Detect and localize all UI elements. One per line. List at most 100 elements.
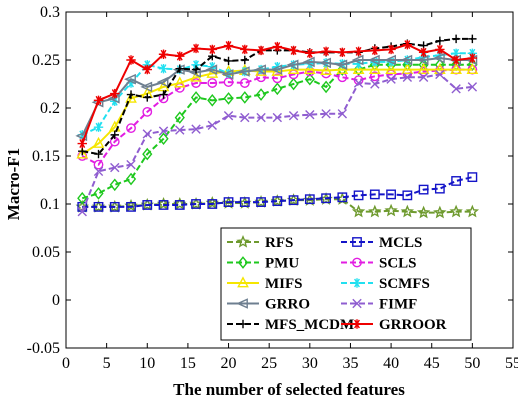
data-point [416,54,429,66]
data-point [435,44,445,55]
data-point [418,47,429,58]
data-point [93,122,104,132]
data-point [353,63,364,76]
data-point [158,200,169,210]
data-point [256,112,266,123]
data-point [272,41,283,52]
data-point [272,73,283,84]
y-tick-label: -0.05 [27,340,60,357]
data-point [400,204,415,218]
data-point [401,62,414,75]
data-point [385,62,397,75]
legend-marker [237,256,249,269]
data-point [255,88,267,101]
legend-label: MCLS [379,235,422,251]
data-point [369,71,380,82]
legend-item-rfs: RFS [227,234,293,251]
data-point [77,206,87,217]
data-point [223,110,234,121]
x-tick-label: 0 [62,355,70,372]
data-point [175,64,184,73]
data-point [270,64,283,75]
data-point [254,64,266,75]
data-point [368,62,381,75]
data-point [465,204,480,218]
legend-marker [352,319,362,329]
data-point [173,76,186,88]
series-line [82,176,473,208]
data-point [353,59,364,69]
data-point [417,62,430,75]
data-point [126,201,136,212]
data-point [191,78,201,88]
y-axis-label: Macro-F1 [4,148,23,220]
data-point [449,204,463,218]
data-point [304,72,315,86]
y-tick-label: 0.25 [32,52,60,69]
data-point [384,54,396,66]
data-point [416,205,431,219]
data-point [335,59,348,71]
data-point [224,56,233,66]
x-tick-label: 55 [505,355,518,372]
data-point [321,193,331,204]
x-tick-label: 30 [302,355,318,372]
data-point [451,55,461,65]
legend-marker [352,278,362,288]
data-point [207,199,218,209]
data-point [451,176,462,186]
data-point [109,201,120,212]
y-tick-label: 0.15 [32,148,60,165]
data-point [158,132,169,146]
data-point [467,82,478,92]
data-point [158,126,169,136]
data-point [432,52,445,64]
data-point [239,197,250,207]
data-point [400,54,413,66]
series-grro [75,52,478,142]
series-line [81,57,473,137]
y-tick-label: 0 [52,292,60,309]
data-point [369,189,380,200]
series-fimf [77,69,478,217]
legend-item-grroor: GRROOR [341,317,447,333]
data-point [272,112,283,123]
x-tick-label: 40 [383,355,399,372]
data-point [156,76,169,88]
data-point [320,63,332,75]
data-point [352,62,365,75]
legend-item-mifs: MIFS [227,276,303,292]
data-point [92,136,105,148]
data-point [191,124,201,134]
data-point [78,147,87,156]
series-pmu [77,58,478,205]
data-point [272,82,283,96]
data-point [142,106,153,117]
data-point [125,172,137,186]
data-point [207,44,217,55]
data-point [368,204,382,218]
data-point [223,197,234,207]
data-point [142,129,152,139]
data-point [174,200,185,210]
data-point [402,39,413,50]
data-point [450,62,462,75]
legend: RFS MCLS PMU SCLS MIFS SCMFS GRRO FIMF MFS_MCDM G… [220,227,472,341]
data-point [77,191,88,205]
data-point [240,44,250,55]
data-point [142,200,153,210]
data-point [94,149,103,159]
data-point [207,120,217,130]
data-point [256,197,266,207]
data-point [110,88,120,99]
data-point [126,123,136,134]
data-point [451,84,461,94]
data-point [125,91,137,103]
x-tick-label: 35 [342,355,358,372]
data-point [93,95,104,106]
data-point [353,46,364,57]
data-point [239,91,250,104]
data-point [402,190,413,201]
data-point [466,62,479,75]
